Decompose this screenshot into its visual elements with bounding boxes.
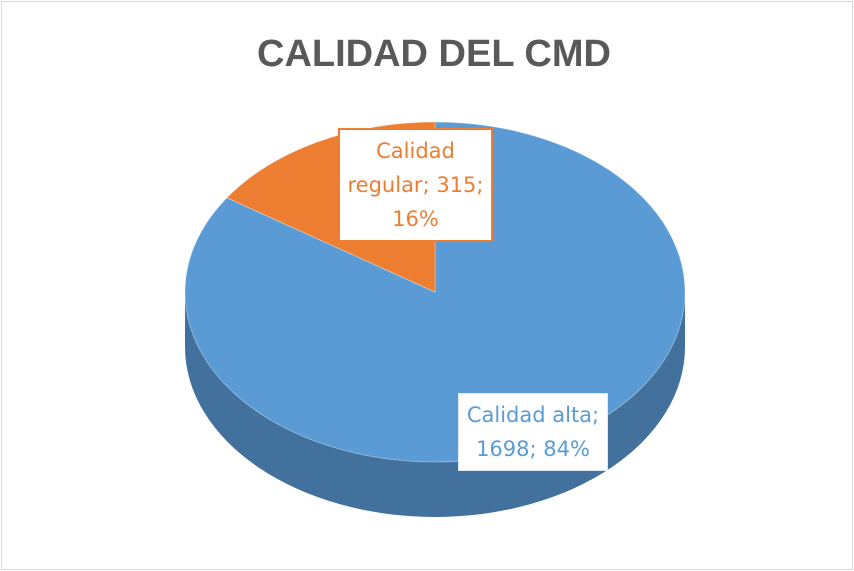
chart-title: CALIDAD DEL CMD [257, 33, 611, 75]
data-label: Calidad regular; 315; 16% [338, 128, 493, 242]
data-label: Calidad alta; 1698; 84% [458, 393, 608, 471]
